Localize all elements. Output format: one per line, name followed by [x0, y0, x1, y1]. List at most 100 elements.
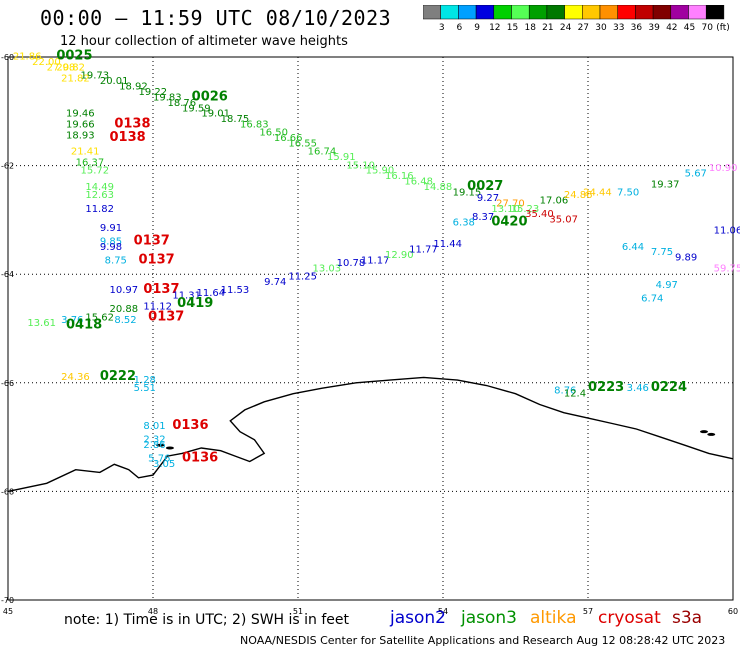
pass-time-label: 0138: [110, 130, 146, 145]
wave-height-label: 20.82: [56, 63, 85, 74]
wave-height-label: 15.90: [366, 166, 395, 177]
colorbar-label: 9: [474, 23, 480, 33]
wave-height-label: 16.83: [240, 120, 269, 131]
colorbar-label: 24: [560, 23, 572, 33]
wave-height-label: 9.89: [675, 253, 697, 264]
longitude-tick-label: 48: [148, 607, 158, 616]
wave-height-label: 9.27: [477, 193, 499, 204]
longitude-tick-label: 54: [438, 607, 448, 616]
latitude-tick-label: -60: [1, 53, 14, 62]
wave-height-label: 18.76: [168, 98, 197, 109]
colorbar-label: 18: [524, 23, 536, 33]
latitude-tick-label: -62: [1, 162, 14, 171]
wave-height-label: 16.74: [308, 147, 337, 158]
wave-height-label: 19.22: [139, 87, 168, 98]
wave-height-label: 19.01: [201, 109, 230, 120]
wave-height-label: 15.23: [511, 204, 540, 215]
wave-height-label: 14.88: [424, 182, 453, 193]
colorbar-label: 12: [489, 23, 500, 33]
wave-height-label: 12.63: [85, 190, 114, 201]
wave-height-label: 35.07: [549, 215, 578, 226]
colorbar-label: 30: [595, 23, 607, 33]
antarctic-coastline: [7, 376, 734, 493]
wave-height-label: 18.92: [119, 82, 148, 93]
wave-height-label: 21.41: [71, 147, 100, 158]
wave-height-label: 9.74: [264, 277, 286, 288]
wave-height-label: 11.17: [361, 255, 390, 266]
wave-height-label: 10.78: [337, 258, 366, 269]
colorbar-label: 15: [507, 23, 518, 33]
wave-height-label: 16.55: [288, 139, 317, 150]
island-mark: [165, 446, 174, 450]
wave-height-label: 19.46: [66, 109, 95, 120]
island-mark: [156, 443, 165, 447]
wave-height-label: 1.28: [134, 375, 156, 386]
colorbar-label: 3: [439, 23, 445, 33]
wave-height-label: 3.46: [627, 383, 649, 394]
colorbar-swatch: [705, 5, 725, 20]
wave-height-label: 10.90: [709, 163, 738, 174]
wave-height-label: 6.74: [641, 293, 663, 304]
pass-time-label: 0136: [172, 418, 208, 433]
wave-height-label: 15.91: [327, 152, 356, 163]
wave-height-label: 11.53: [221, 285, 250, 296]
wave-height-label: 20.01: [100, 76, 129, 87]
wave-height-label: 11.06: [714, 225, 740, 236]
wave-height-label: 9.91: [100, 223, 122, 234]
wave-height-label: 18.75: [221, 114, 250, 125]
map-subtitle: 12 hour collection of altimeter wave hei…: [60, 34, 348, 49]
pass-time-label: 0137: [139, 252, 175, 267]
pass-time-label: 0025: [56, 49, 92, 64]
longitude-tick-label: 57: [583, 607, 593, 616]
pass-time-label: 0420: [491, 214, 527, 229]
colorbar-label: 21: [542, 23, 553, 33]
wave-height-label: 11.25: [288, 272, 317, 283]
wave-height-label: 24.44: [583, 187, 612, 198]
island-mark: [707, 432, 716, 436]
map-title: 00:00 – 11:59 UTC 08/10/2023: [40, 6, 392, 30]
wave-height-label: 19.73: [81, 71, 110, 82]
wave-height-label: 8.01: [143, 421, 165, 432]
wave-height-label: 35.40: [525, 209, 554, 220]
wave-height-label: 13.61: [27, 318, 56, 329]
wave-height-label: 13.10: [491, 204, 520, 215]
wave-height-label: 17.06: [540, 196, 569, 207]
pass-time-label: 0223: [588, 380, 624, 395]
wave-height-label: 24.36: [61, 372, 90, 383]
colorbar-unit: (ft): [716, 23, 730, 33]
colorbar-label: 36: [631, 23, 643, 33]
pass-time-label: 0138: [114, 117, 150, 132]
legend-jason2: jason2: [390, 608, 446, 628]
wave-height-label: 9.85: [100, 236, 122, 247]
footnote: note: 1) Time is in UTC; 2) SWH is in fe…: [64, 612, 350, 628]
map-frame: [7, 56, 734, 601]
wave-height-label: 2.86: [143, 440, 165, 451]
wave-height-label: 16.50: [259, 128, 288, 139]
wave-height-colorbar: 3 6 9 12 15 18 21 24 27 30 33 36 39 42 45 70 (ft): [423, 5, 730, 33]
wave-height-label: 2.32: [143, 435, 165, 446]
wave-height-label: 6.38: [453, 217, 475, 228]
wave-height-label: 4.97: [656, 280, 678, 291]
wave-height-label: 20.88: [110, 304, 139, 315]
pass-time-label: 0418: [66, 318, 102, 333]
wave-height-label: 10.97: [110, 285, 139, 296]
colorbar-label: 45: [684, 23, 695, 33]
wave-height-label: 11.77: [409, 244, 438, 255]
legend-s3a: s3a: [672, 608, 703, 628]
longitude-tick-label: 45: [3, 607, 13, 616]
wave-height-label: 19.37: [651, 179, 680, 190]
pass-time-label: 0419: [177, 296, 213, 311]
wave-height-label: 27.70: [496, 198, 525, 209]
pass-time-label: 0136: [182, 451, 218, 466]
wave-height-label: 16.37: [76, 158, 105, 169]
wave-height-label: 6.44: [622, 242, 644, 253]
legend-cryosat: cryosat: [598, 608, 661, 628]
wave-height-label: 12.4: [564, 388, 586, 399]
island-mark: [700, 430, 708, 434]
wave-height-label: 59.75: [714, 263, 740, 274]
pass-time-label: 0137: [134, 233, 170, 248]
colorbar-label: 33: [613, 23, 624, 33]
wave-height-label: 8.75: [105, 255, 127, 266]
wave-height-label: 3.05: [153, 459, 175, 470]
